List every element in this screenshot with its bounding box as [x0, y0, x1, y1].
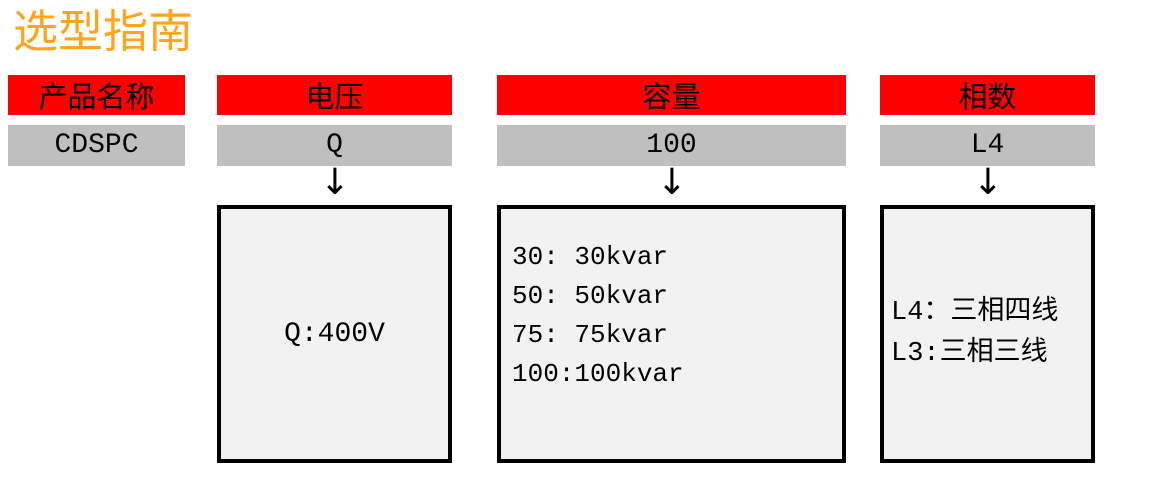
arrow-down-icon: ↓: [972, 162, 1004, 203]
option-line: 100:100kvar: [512, 359, 684, 389]
column-header-label: 容量: [642, 82, 701, 114]
column-header-voltage: 电压: [217, 75, 452, 115]
code-value: Q: [326, 130, 343, 161]
voltage-options-box: Q:400V: [217, 205, 452, 463]
code-value: CDSPC: [54, 130, 139, 161]
option-line: Q:400V: [284, 318, 385, 350]
page-title: 选型指南: [13, 7, 194, 57]
code-cell-phase: L4: [880, 125, 1095, 166]
option-line: L3:三相三线: [891, 339, 1048, 369]
capacity-options-box: 30: 30kvar 50: 50kvar 75: 75kvar 100:100…: [497, 205, 846, 463]
arrow-down-icon: ↓: [656, 162, 688, 203]
option-line: L4：三相四线: [891, 298, 1059, 328]
option-line: 30: 30kvar: [512, 242, 669, 272]
arrow-down-icon: ↓: [319, 162, 351, 203]
code-value: L4: [970, 130, 1005, 161]
code-cell-voltage: Q: [217, 125, 452, 166]
code-cell-product-name: CDSPC: [8, 125, 185, 166]
option-line: 75: 75kvar: [512, 320, 669, 350]
column-header-product-name: 产品名称: [8, 75, 185, 115]
column-header-label: 产品名称: [38, 82, 155, 114]
code-cell-capacity: 100: [497, 125, 846, 166]
column-header-phase: 相数: [880, 75, 1095, 115]
option-line: 50: 50kvar: [512, 281, 669, 311]
column-header-capacity: 容量: [497, 75, 846, 115]
phase-options-box: L4：三相四线 L3:三相三线: [880, 205, 1095, 463]
column-header-label: 相数: [958, 82, 1017, 114]
code-value: 100: [646, 130, 697, 161]
column-header-label: 电压: [305, 82, 364, 114]
